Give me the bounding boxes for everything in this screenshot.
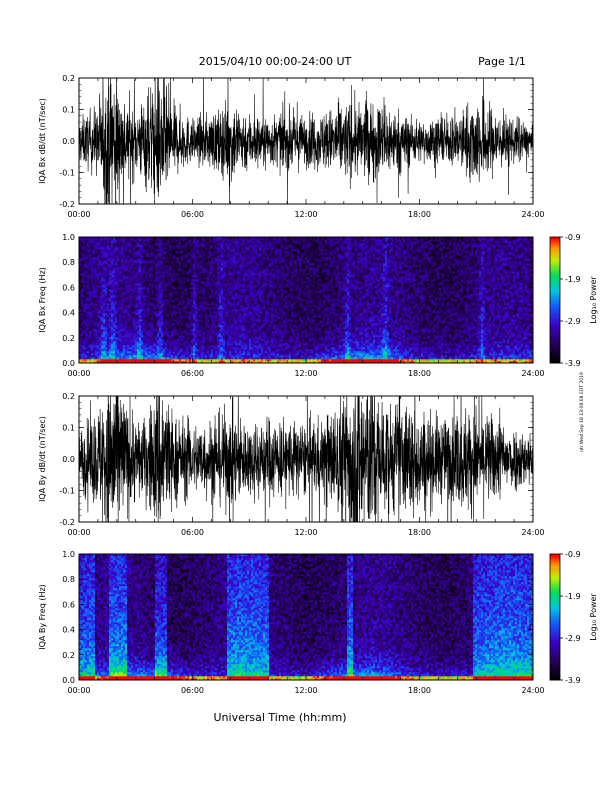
y-axis-label: IQA By dB/dt (nT/sec) — [38, 416, 47, 502]
y-tick-label: -0.1 — [59, 169, 75, 178]
y-tick-label: 1.0 — [62, 233, 75, 242]
x-tick-label: 00:00 — [67, 528, 90, 537]
plot-area — [79, 78, 533, 204]
y-tick-label: -0.2 — [59, 200, 75, 209]
colorbar: -0.9 -1.9 -2.9 -3.9 Log₁₀ Power — [549, 233, 598, 368]
x-tick-label: 12:00 — [294, 369, 317, 378]
colorbar-tick-label: -0.9 — [565, 233, 581, 242]
x-tick-label: 24:00 — [521, 528, 544, 537]
plot-area — [79, 554, 533, 680]
x-axis-title: Universal Time (hh:mm) — [214, 711, 347, 724]
x-tick-label: 12:00 — [294, 686, 317, 695]
y-tick-label: 0.8 — [62, 575, 75, 584]
x-tick-label: 24:00 — [521, 369, 544, 378]
y-tick-label: 0.0 — [62, 676, 75, 685]
y-tick-label: 0.2 — [62, 334, 75, 343]
y-tick-label: 0.6 — [62, 283, 75, 292]
y-axis-label: IQA Bx dB/dt (nT/sec) — [38, 98, 47, 184]
colorbar-tick-label: -2.9 — [565, 317, 581, 326]
colorbar-tick-label: -1.9 — [565, 592, 581, 601]
x-tick-label: 24:00 — [521, 210, 544, 219]
y-tick-label: 0.0 — [62, 359, 75, 368]
colorbar-tick-label: -3.9 — [565, 676, 581, 685]
plot-timestamp: ntr Wed Sep 18 13:08:08 EDT 2019 — [579, 372, 585, 452]
x-tick-label: 18:00 — [408, 210, 431, 219]
x-tick-label: 06:00 — [181, 210, 204, 219]
y-tick-label: 0.2 — [62, 392, 75, 401]
y-axis-label: IQA By Freq (Hz) — [38, 584, 47, 650]
dbdt-trace — [79, 78, 533, 204]
x-tick-label: 00:00 — [67, 210, 90, 219]
plot-area — [79, 396, 533, 522]
x-tick-label: 24:00 — [521, 686, 544, 695]
panel-4: -0.9 -1.9 -2.9 -3.9 Log₁₀ Power 00:00 06:00 12:… — [38, 550, 598, 695]
x-tick-label: 06:00 — [181, 686, 204, 695]
y-tick-label: 0.0 — [62, 137, 75, 146]
y-tick-label: 0.6 — [62, 600, 75, 609]
colorbar-label: Log₁₀ Power — [589, 276, 598, 324]
x-tick-label: 18:00 — [408, 369, 431, 378]
panel-3: 00:00 06:00 12:00 18:00 24:00 0.2 0.1 0.0 -0.1 -0… — [38, 392, 545, 537]
y-tick-label: 0.4 — [62, 626, 75, 635]
dbdt-trace — [79, 396, 533, 522]
panels: 00:00 06:00 12:00 18:00 24:00 0.2 0.1 0.0 -0.1 -0… — [38, 74, 598, 695]
page-number: Page 1/1 — [478, 55, 526, 68]
y-tick-label: -0.1 — [59, 487, 75, 496]
y-tick-label: -0.2 — [59, 518, 75, 527]
panel-1: 00:00 06:00 12:00 18:00 24:00 0.2 0.1 0.0 -0.1 -0… — [38, 74, 545, 219]
x-tick-label: 18:00 — [408, 686, 431, 695]
y-axis-label: IQA Bx Freq (Hz) — [38, 267, 47, 333]
y-tick-label: 1.0 — [62, 550, 75, 559]
y-tick-label: 0.2 — [62, 651, 75, 660]
page-title: 2015/04/10 00:00-24:00 UT — [199, 55, 352, 68]
x-tick-label: 12:00 — [294, 210, 317, 219]
plot-area — [79, 237, 533, 363]
y-tick-label: 0.0 — [62, 455, 75, 464]
y-tick-label: 0.4 — [62, 309, 75, 318]
panel-2: -0.9 -1.9 -2.9 -3.9 Log₁₀ Power 00:00 06:00 12:… — [38, 233, 598, 378]
x-tick-label: 00:00 — [67, 686, 90, 695]
x-tick-label: 00:00 — [67, 369, 90, 378]
colorbar-tick-label: -0.9 — [565, 550, 581, 559]
x-tick-label: 18:00 — [408, 528, 431, 537]
colorbar: -0.9 -1.9 -2.9 -3.9 Log₁₀ Power — [549, 550, 598, 685]
colorbar-tick-label: -3.9 — [565, 359, 581, 368]
x-tick-label: 12:00 — [294, 528, 317, 537]
y-tick-label: 0.8 — [62, 258, 75, 267]
y-tick-label: 0.2 — [62, 74, 75, 83]
colorbar-tick-label: -2.9 — [565, 634, 581, 643]
x-tick-label: 06:00 — [181, 369, 204, 378]
x-tick-label: 06:00 — [181, 528, 204, 537]
y-tick-label: 0.1 — [62, 424, 75, 433]
colorbar-label: Log₁₀ Power — [589, 593, 598, 641]
colorbar-tick-label: -1.9 — [565, 275, 581, 284]
y-tick-label: 0.1 — [62, 106, 75, 115]
